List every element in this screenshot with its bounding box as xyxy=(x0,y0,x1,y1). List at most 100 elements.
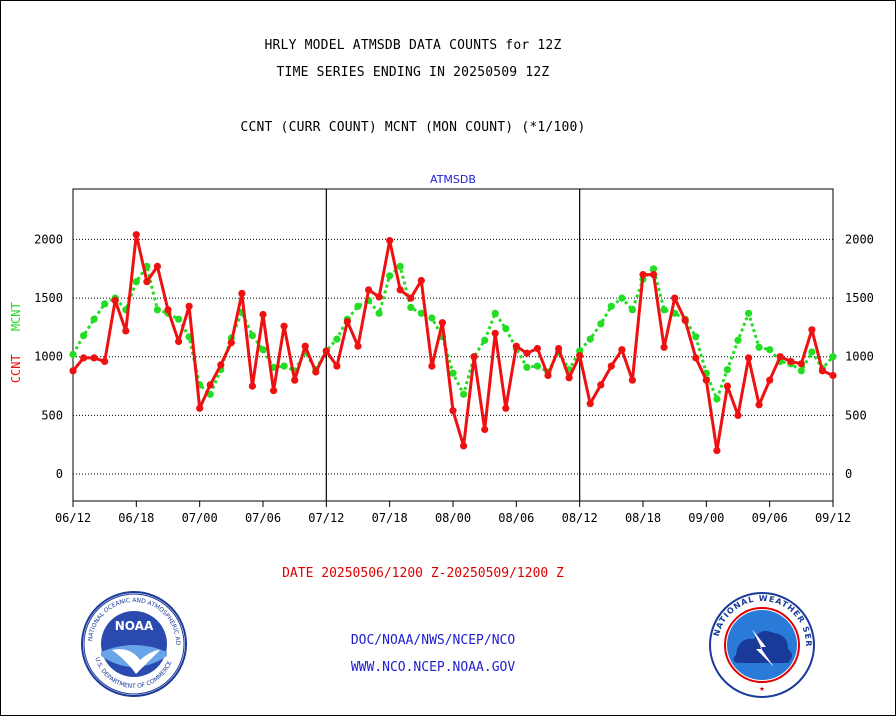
mcnt-point xyxy=(69,350,77,358)
mcnt-point xyxy=(650,265,658,273)
ccnt-point xyxy=(470,353,478,361)
ccnt-point xyxy=(660,343,668,351)
ccnt-point xyxy=(343,317,351,326)
chart-subtitle: TIME SERIES ENDING IN 20250509 12Z xyxy=(276,65,550,80)
ccnt-point xyxy=(723,382,732,390)
ccnt-point xyxy=(259,310,267,319)
y-tick-label-left: 500 xyxy=(41,408,63,422)
x-tick-label: 08/18 xyxy=(625,511,661,525)
ccnt-point xyxy=(586,400,594,408)
x-tick-label: 07/06 xyxy=(245,511,281,525)
ccnt-point xyxy=(818,367,827,375)
mcnt-point xyxy=(808,348,816,356)
ccnt-point xyxy=(628,376,637,384)
y-tick-label-right: 1500 xyxy=(845,291,874,305)
ccnt-point xyxy=(132,231,140,239)
ccnt-point xyxy=(565,374,573,382)
mcnt-point xyxy=(259,346,267,354)
ccnt-point xyxy=(322,347,330,355)
ccnt-point xyxy=(523,349,531,357)
mcnt-point xyxy=(101,300,109,308)
ccnt-point xyxy=(618,346,626,354)
mcnt-point xyxy=(597,320,605,328)
ccnt-point xyxy=(555,344,563,353)
ccnt-point xyxy=(312,368,320,376)
ccnt-point xyxy=(164,306,172,314)
mcnt-point xyxy=(280,362,288,370)
plot-border xyxy=(72,188,834,502)
mcnt-point xyxy=(375,309,383,317)
ccnt-point xyxy=(386,237,394,245)
ccnt-point xyxy=(797,360,805,368)
y-tick-label-right: 0 xyxy=(845,467,852,481)
y-tick-label-right: 500 xyxy=(845,408,867,422)
mcnt-point xyxy=(153,306,161,314)
ccnt-point xyxy=(375,293,383,301)
ccnt-point xyxy=(143,278,151,286)
ccnt-point xyxy=(291,376,299,384)
x-tick-label: 06/12 xyxy=(55,511,91,525)
mcnt-point xyxy=(132,278,140,286)
ccnt-point xyxy=(713,447,721,455)
mcnt-point xyxy=(90,315,98,323)
y-tick-label-left: 2000 xyxy=(34,232,63,246)
ccnt-point xyxy=(808,326,816,334)
ccnt-point xyxy=(196,404,204,412)
ccnt-point xyxy=(407,294,415,302)
y-tick-label-right: 2000 xyxy=(845,232,874,246)
mcnt-point xyxy=(481,336,489,344)
ccnt-point xyxy=(607,362,615,370)
ccnt-point xyxy=(111,296,119,304)
ccnt-point xyxy=(101,357,109,365)
y-tick-label-left: 0 xyxy=(56,467,63,481)
mcnt-point xyxy=(660,306,668,314)
mcnt-point xyxy=(713,395,721,403)
mcnt-point xyxy=(80,332,88,340)
national-weather-service-logo: NATIONAL WEATHER SERVICE ★ xyxy=(708,591,815,698)
ccnt-point xyxy=(449,407,457,415)
x-tick-label: 09/00 xyxy=(688,511,724,525)
ccnt-point xyxy=(185,302,193,310)
ccnt-point xyxy=(639,271,647,279)
mcnt-point xyxy=(628,306,637,314)
credit-website-link[interactable]: WWW.NCO.NCEP.NOAA.GOV xyxy=(350,660,516,675)
ccnt-point xyxy=(671,294,679,302)
mcnt-point xyxy=(248,332,256,340)
x-tick-label: 08/12 xyxy=(562,511,598,525)
mcnt-point xyxy=(460,390,468,398)
ccnt-point xyxy=(745,354,753,362)
date-range-label: DATE 20250506/1200 Z-20250509/1200 Z xyxy=(282,566,564,581)
ccnt-point xyxy=(491,329,499,337)
mcnt-point xyxy=(607,302,615,310)
ccnt-point xyxy=(755,401,763,409)
y-tick-label-right: 1000 xyxy=(845,350,874,364)
x-tick-label: 09/12 xyxy=(815,511,851,525)
ccnt-series-line xyxy=(71,233,834,453)
mcnt-point xyxy=(734,336,742,344)
ccnt-point xyxy=(206,381,214,389)
ccnt-point xyxy=(460,442,468,450)
mcnt-point xyxy=(692,333,700,341)
ccnt-point xyxy=(829,371,837,380)
mcnt-point xyxy=(175,315,183,323)
credit-organization[interactable]: DOC/NOAA/NWS/NCEP/NCO xyxy=(350,633,516,648)
ccnt-point xyxy=(280,322,288,330)
x-tick-label: 08/06 xyxy=(498,511,534,525)
ccnt-point xyxy=(270,387,278,395)
mcnt-point xyxy=(586,335,594,343)
noaa-logo: NOAA NATIONAL OCEANIC AND ATMOSPHERIC AD… xyxy=(80,590,187,697)
x-tick-label: 09/06 xyxy=(752,511,788,525)
mcnt-point xyxy=(755,343,763,351)
ccnt-point xyxy=(533,344,542,353)
ccnt-point xyxy=(396,286,404,294)
x-tick-label: 07/00 xyxy=(182,511,218,525)
ccnt-point xyxy=(333,362,341,370)
ccnt-point xyxy=(428,362,436,370)
ccnt-point xyxy=(122,327,130,335)
mcnt-point xyxy=(723,366,732,374)
chart-title: HRLY MODEL ATMSDB DATA COUNTS for 12Z xyxy=(264,38,562,53)
ccnt-point xyxy=(69,367,77,375)
svg-text:★: ★ xyxy=(759,684,765,694)
x-tick-label: 07/12 xyxy=(308,511,344,525)
ccnt-point xyxy=(248,382,256,390)
